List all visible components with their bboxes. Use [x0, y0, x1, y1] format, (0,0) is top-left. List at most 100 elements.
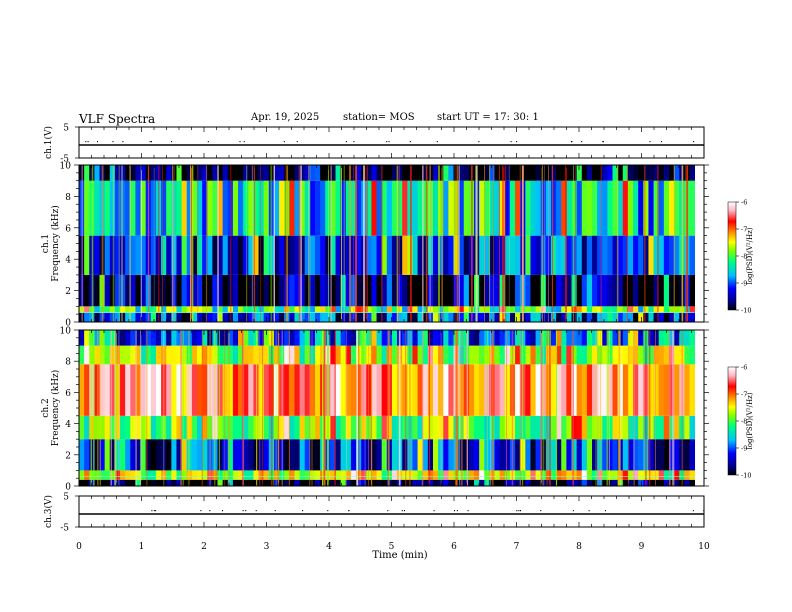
y-tick-label: 8 — [65, 358, 71, 368]
sferic-streak — [197, 165, 199, 322]
spectrogram-cell — [299, 330, 306, 346]
spectrogram-cell — [658, 180, 665, 236]
spectrogram-cell — [556, 330, 562, 346]
spectrogram-cell — [350, 235, 357, 275]
spectrogram-cell — [314, 235, 321, 275]
spectrogram-cell — [263, 274, 270, 307]
noise-mark — [520, 510, 521, 512]
spectrogram-cell — [561, 306, 567, 313]
spectrogram-cell — [607, 235, 613, 275]
spectrogram-cell — [350, 479, 357, 486]
spectrogram-cell — [366, 312, 372, 322]
spectrogram-cell — [550, 235, 557, 275]
spectrogram-cell — [114, 364, 121, 416]
spectrogram-cell — [489, 479, 495, 486]
spectrogram-cell — [397, 312, 403, 322]
spectrogram-cell — [581, 439, 588, 471]
spectrogram-cell — [525, 470, 531, 480]
spectrogram-cell — [525, 345, 531, 365]
ch1-colorbar-label: log(PSD)(V²/Hz) — [746, 227, 754, 284]
spectrogram-cell — [381, 274, 388, 307]
spectrogram-cell — [607, 364, 613, 416]
spectrogram-cell — [371, 470, 377, 480]
spectrogram-cell — [586, 330, 593, 346]
spectrogram-cell — [515, 479, 521, 486]
spectrogram-cell — [412, 364, 418, 416]
sferic-streak — [256, 330, 258, 486]
spectrogram-cell — [248, 235, 254, 275]
spectrogram-cell — [217, 165, 224, 181]
noise-mark — [239, 141, 241, 143]
spectrogram-cell — [597, 274, 603, 307]
spectrogram-cell — [371, 274, 377, 307]
spectrogram-cell — [243, 470, 249, 480]
spectrogram-cell — [592, 180, 598, 236]
spectrogram-cell — [345, 235, 352, 275]
spectrogram-cell — [530, 312, 536, 322]
y-axis-label: Frequency (kHz) — [50, 370, 61, 447]
spectrogram-cell — [638, 439, 644, 471]
noise-mark — [151, 510, 153, 512]
x-tick-label: 9 — [639, 542, 645, 552]
sferic-streak — [90, 330, 92, 486]
spectrogram-cell — [340, 470, 347, 480]
spectrogram-cell — [597, 235, 603, 275]
spectrogram-cell — [571, 470, 578, 480]
spectrogram-cell — [94, 330, 100, 346]
spectrogram-cell — [438, 306, 444, 313]
spectrogram-cell — [540, 345, 547, 365]
spectrogram-cell — [474, 330, 480, 346]
spectrogram-cell — [135, 180, 141, 236]
sferic-streak — [355, 165, 357, 322]
spectrogram-cell — [304, 312, 311, 322]
spectrogram-cell — [545, 364, 552, 416]
spectrogram-cell — [186, 479, 193, 486]
spectrogram-cell — [525, 306, 531, 313]
spectrogram-cell — [350, 180, 357, 236]
sferic-streak — [140, 165, 142, 322]
spectrogram-cell — [602, 312, 608, 322]
noise-mark — [602, 141, 604, 143]
spectrogram-cell — [597, 312, 603, 322]
sferic-streak — [608, 330, 610, 486]
spectrogram-cell — [294, 235, 300, 275]
spectrogram-cell — [402, 180, 408, 236]
spectrogram-cell — [422, 345, 429, 365]
sferic-streak — [300, 165, 302, 322]
spectrogram-cell — [217, 312, 224, 322]
spectrogram-cell — [663, 415, 670, 440]
spectrogram-cell — [166, 439, 172, 471]
spectrogram-cell — [171, 274, 177, 307]
spectrogram-cell — [592, 274, 598, 307]
sferic-streak — [681, 330, 684, 486]
spectrogram-cell — [689, 479, 696, 486]
spectrogram-cell — [412, 235, 418, 275]
y-tick-label: 4 — [65, 256, 71, 266]
spectrogram-cell — [468, 439, 475, 471]
spectrogram-cell — [155, 439, 162, 471]
spectrogram-cell — [196, 165, 203, 181]
sferic-streak — [681, 165, 684, 322]
spectrogram-cell — [196, 479, 203, 486]
spectrogram-cell — [171, 180, 177, 236]
spectrogram-cell — [402, 345, 408, 365]
spectrogram-cell — [176, 330, 182, 346]
spectrogram-cell — [243, 165, 249, 181]
spectrogram-cell — [232, 439, 239, 471]
spectrogram-cell — [571, 306, 578, 313]
spectrogram-cell — [658, 306, 665, 313]
spectrogram-cell — [314, 479, 321, 486]
spectrogram-cell — [155, 470, 162, 480]
spectrogram-cell — [120, 439, 126, 471]
spectrogram-cell — [104, 439, 111, 471]
spectrogram-cell — [668, 330, 675, 346]
spectrogram-cell — [84, 165, 90, 181]
spectrogram-cell — [427, 470, 434, 480]
spectrogram-cell — [340, 180, 347, 236]
spectrogram-cell — [509, 312, 516, 322]
spectrogram-cell — [248, 330, 254, 346]
spectrogram-cell — [463, 312, 470, 322]
spectrogram-cell — [412, 180, 418, 236]
sferic-streak — [396, 165, 398, 322]
spectrogram-cell — [114, 235, 121, 275]
